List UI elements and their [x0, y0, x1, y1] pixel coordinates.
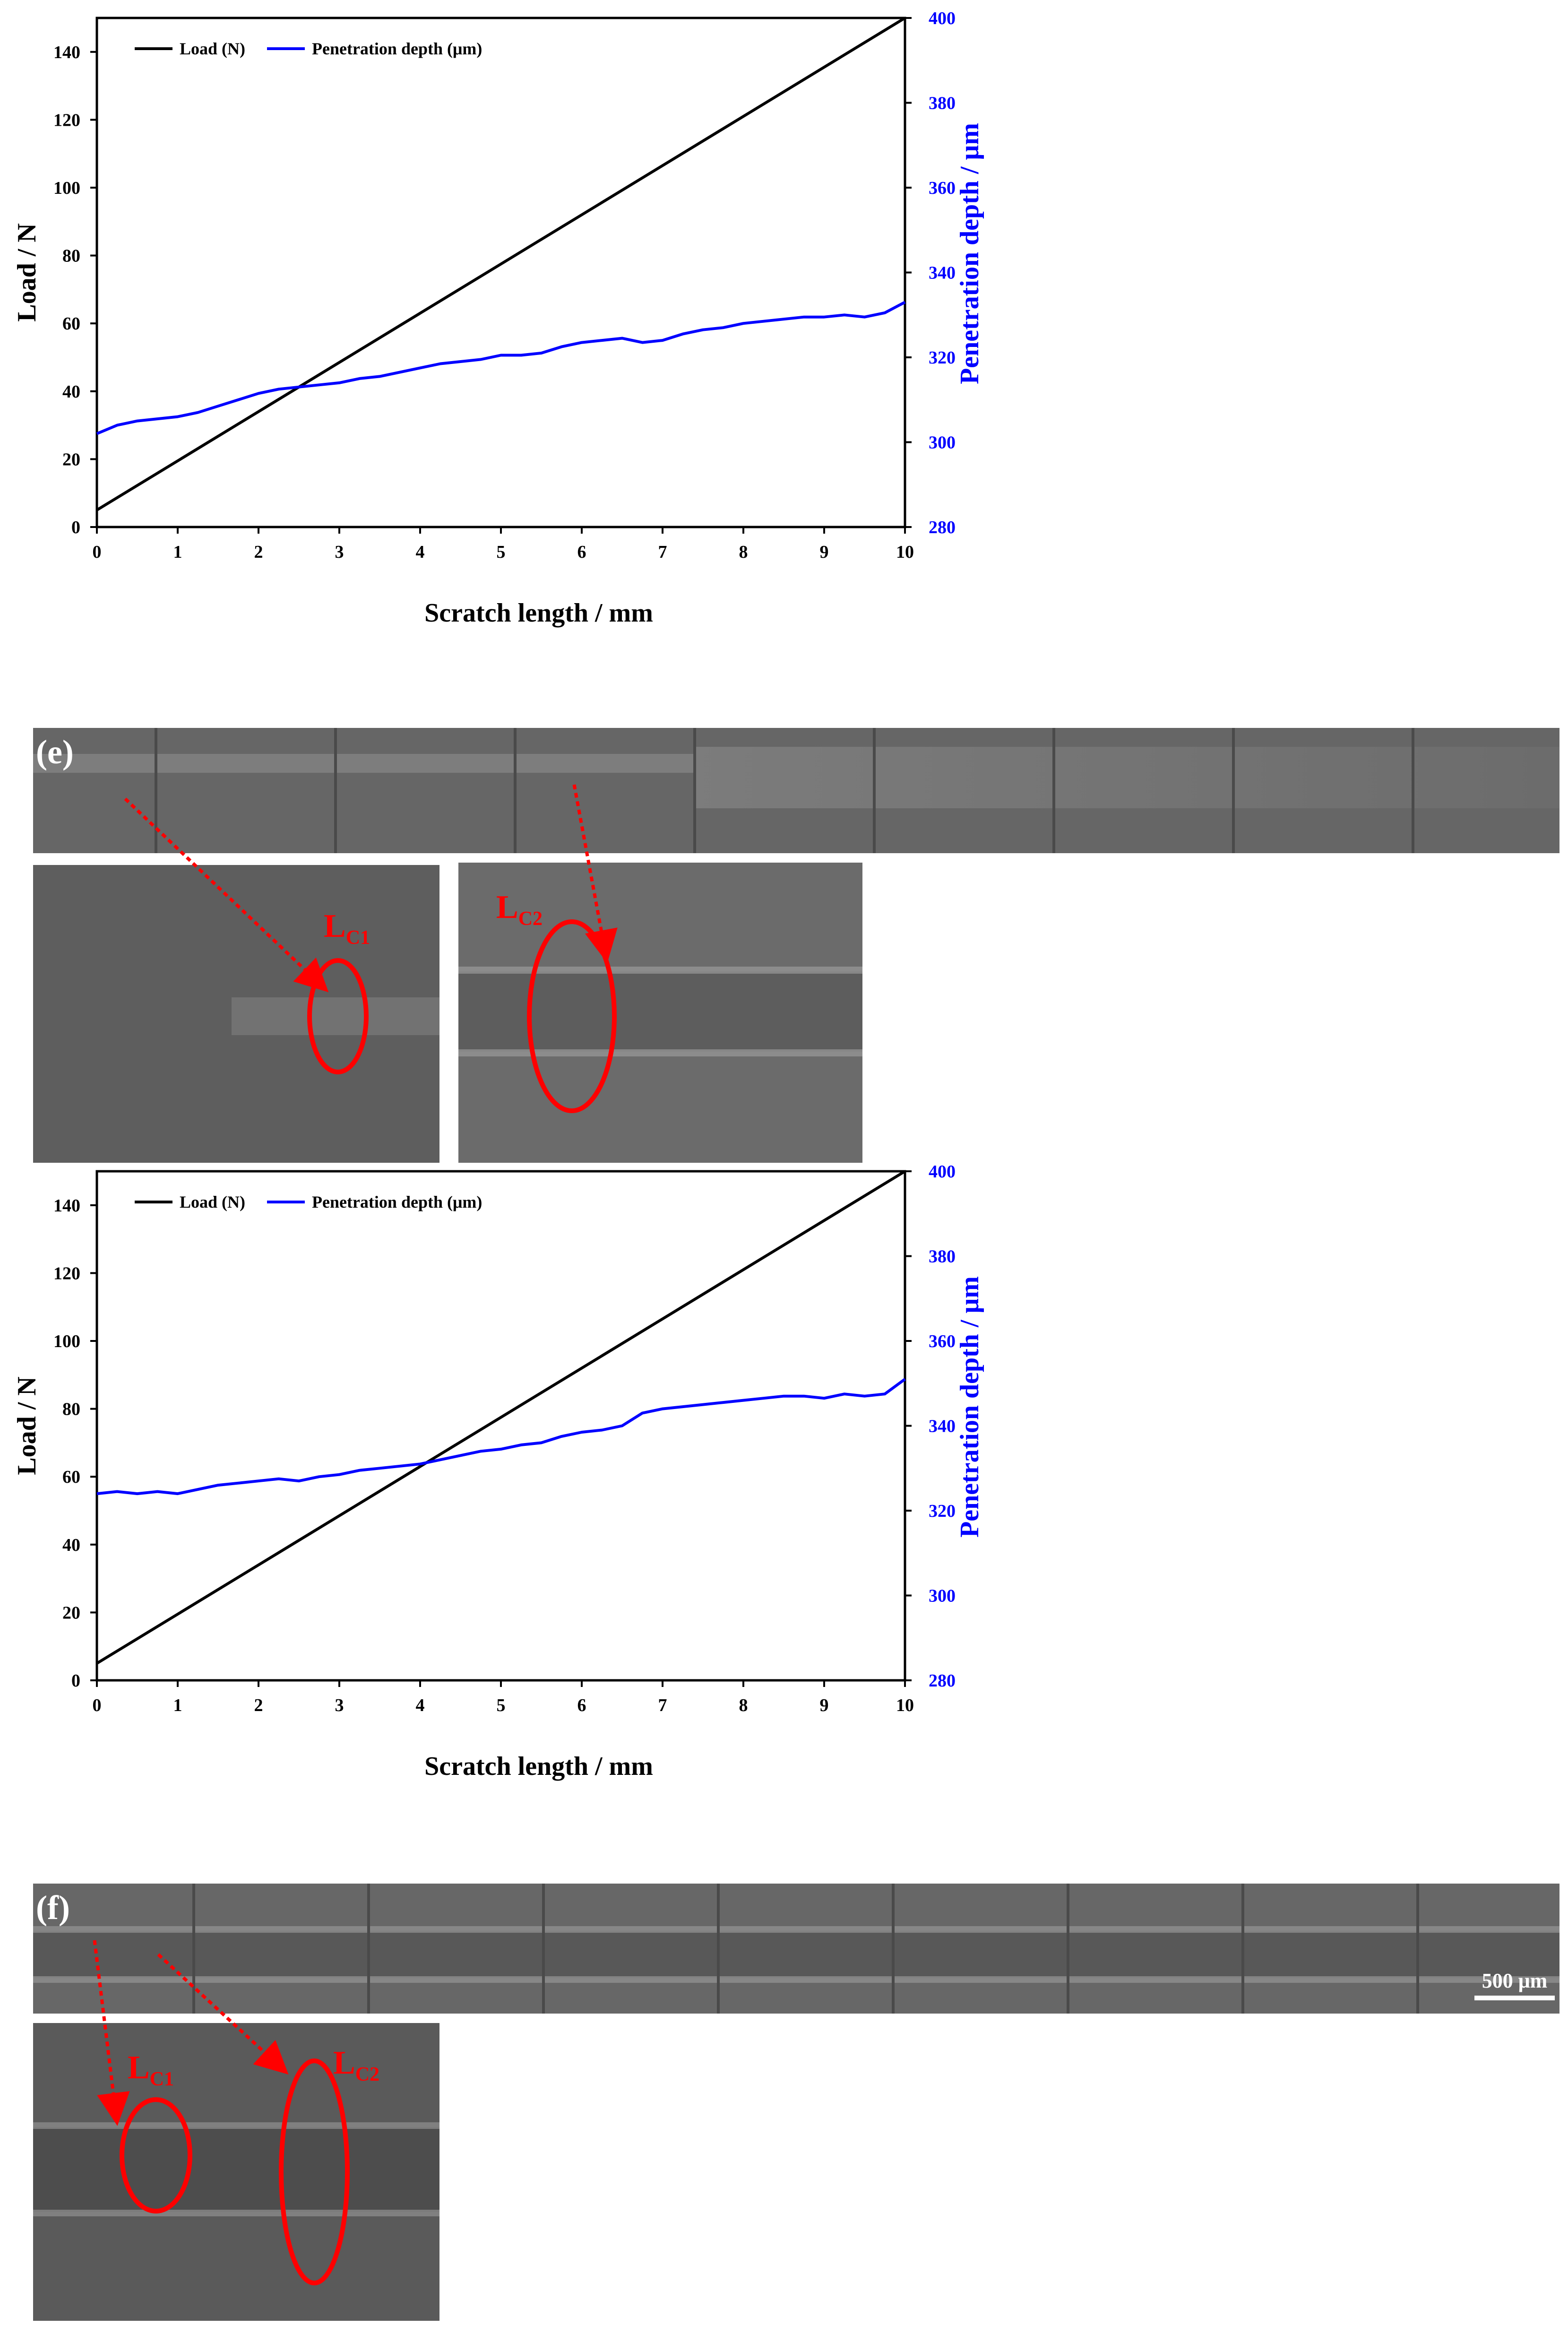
arrow-e-lc2 — [572, 784, 618, 963]
y-tick-label: 140 — [53, 1196, 80, 1216]
x-tick-label: 3 — [335, 1695, 344, 1715]
legend-label: Load (N) — [180, 1193, 245, 1211]
y2-tick-label: 300 — [929, 433, 956, 453]
y2-tick-label: 300 — [929, 1586, 956, 1606]
sem-zoom-e-lc1 — [33, 865, 439, 1163]
y-tick-label: 60 — [62, 1467, 80, 1487]
ellipse-f-lc2 — [279, 2058, 350, 2285]
y-tick-label: 20 — [62, 450, 80, 469]
lc1-label-f: LC1 — [128, 2049, 174, 2090]
y2-tick-label: 360 — [929, 1332, 956, 1351]
y2-axis-label: Penetration depth / μm — [955, 123, 984, 384]
y-tick-label: 140 — [53, 43, 80, 62]
lc2-label-f: LC2 — [333, 2045, 380, 2085]
y-tick-label: 120 — [53, 1263, 80, 1283]
y2-tick-label: 400 — [929, 1162, 956, 1182]
y2-tick-label: 280 — [929, 518, 956, 537]
x-tick-label: 2 — [254, 542, 263, 562]
y2-tick-label: 400 — [929, 9, 956, 28]
y2-tick-label: 380 — [929, 1247, 956, 1267]
x-tick-label: 0 — [93, 542, 102, 562]
x-tick-label: 6 — [577, 1695, 586, 1715]
y2-tick-label: 320 — [929, 1501, 956, 1521]
series-line-penetration-depth — [96, 1378, 906, 1496]
y-tick-label: 80 — [62, 246, 80, 266]
panel-label-f: (f) — [36, 1889, 70, 1927]
ellipse-f-lc1 — [120, 2097, 192, 2214]
y2-axis-label: Penetration depth / μm — [955, 1276, 984, 1538]
y-tick-label: 20 — [62, 1603, 80, 1623]
arrow-e-lc1 — [124, 797, 329, 993]
y2-tick-label: 340 — [929, 1417, 956, 1436]
x-tick-label: 5 — [497, 542, 506, 562]
sem-strip-f: (f) 500 μm — [33, 1884, 1559, 2014]
x-tick-label: 4 — [416, 1695, 425, 1715]
y-tick-label: 0 — [71, 1671, 80, 1691]
y-axis-label: Load / N — [12, 223, 42, 322]
series-line-penetration-depth — [96, 301, 906, 435]
x-tick-label: 10 — [896, 1695, 914, 1715]
y2-tick-label: 380 — [929, 94, 956, 113]
x-tick-label: 8 — [739, 1695, 748, 1715]
load-depth-chart-2: 0 1 2 3 4 5 6 7 8 9 100204060801001201402803003203… — [12, 1162, 984, 1781]
y2-tick-label: 320 — [929, 348, 956, 368]
y-tick-label: 40 — [62, 382, 80, 402]
y-tick-label: 120 — [53, 110, 80, 130]
sem-zoom-e-lc2 — [458, 863, 862, 1163]
y-tick-label: 60 — [62, 314, 80, 334]
x-tick-label: 3 — [335, 542, 344, 562]
x-tick-label: 2 — [254, 1695, 263, 1715]
y-tick-label: 100 — [53, 1332, 80, 1351]
ellipse-e-lc2 — [527, 919, 617, 1113]
x-tick-label: 7 — [658, 542, 667, 562]
ellipse-e-lc1 — [307, 958, 369, 1074]
x-tick-label: 1 — [173, 1695, 182, 1715]
x-tick-label: 9 — [820, 1695, 829, 1715]
y-tick-label: 40 — [62, 1535, 80, 1555]
x-axis-label: Scratch length / mm — [424, 1752, 653, 1781]
y2-tick-label: 280 — [929, 1671, 956, 1691]
series-line-load — [96, 1170, 906, 1665]
sem-strip-e: (e) — [33, 728, 1559, 853]
x-tick-label: 5 — [497, 1695, 506, 1715]
y-tick-label: 100 — [53, 178, 80, 198]
scale-bar-label: 500 μm — [1482, 1969, 1548, 1992]
x-tick-label: 0 — [93, 1695, 102, 1715]
scale-bar-line — [1474, 1996, 1555, 2000]
legend-label: Load (N) — [180, 39, 245, 58]
series-line-load — [96, 17, 906, 511]
sem-zoom-f — [33, 2023, 439, 2321]
legend-label: Penetration depth (μm) — [312, 1193, 482, 1211]
y2-tick-label: 360 — [929, 178, 956, 198]
panel-label-e: (e) — [36, 733, 74, 771]
scale-bar: 500 μm — [1474, 1969, 1555, 2000]
arrow-f-lc2 — [157, 1953, 289, 2075]
load-depth-chart-1: 0 1 2 3 4 5 6 7 8 9 100204060801001201402803003203… — [12, 9, 984, 628]
x-tick-label: 1 — [173, 542, 182, 562]
x-tick-label: 6 — [577, 542, 586, 562]
y-tick-label: 80 — [62, 1400, 80, 1419]
y-axis-label: Load / N — [12, 1376, 42, 1475]
legend-label: Penetration depth (μm) — [312, 39, 482, 58]
x-tick-label: 9 — [820, 542, 829, 562]
lc1-label-e: LC1 — [324, 908, 370, 949]
x-tick-label: 8 — [739, 542, 748, 562]
x-tick-label: 10 — [896, 542, 914, 562]
lc2-label-e: LC2 — [496, 889, 543, 930]
y2-tick-label: 340 — [929, 263, 956, 283]
arrow-f-lc1 — [93, 1940, 130, 2126]
x-tick-label: 7 — [658, 1695, 667, 1715]
x-axis-label: Scratch length / mm — [424, 598, 653, 628]
y-tick-label: 0 — [71, 518, 80, 537]
x-tick-label: 4 — [416, 542, 425, 562]
